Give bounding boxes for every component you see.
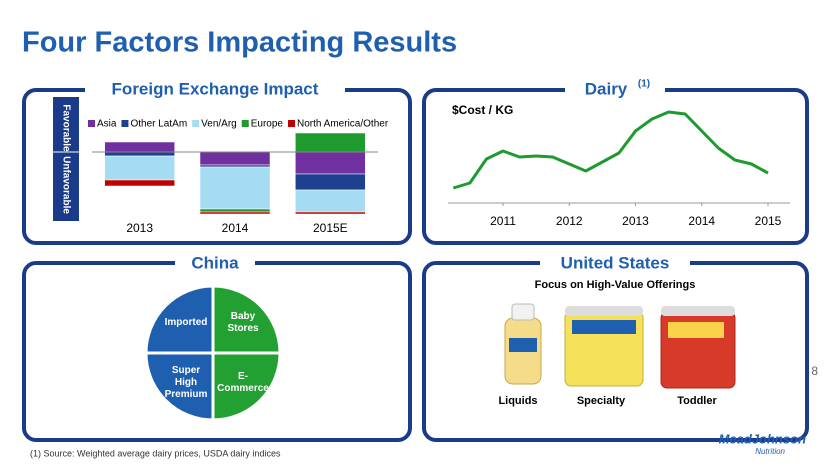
- header-gaps: [85, 84, 690, 269]
- product-label: Toddler: [677, 395, 717, 407]
- logo-sub: Nutrition: [755, 447, 785, 456]
- gap: [85, 84, 345, 96]
- footnote: (1) Source: Weighted average dairy price…: [30, 448, 281, 458]
- panel-superscript: (1): [638, 79, 650, 90]
- page-number: 8: [811, 364, 818, 378]
- can-label: [668, 322, 724, 338]
- legend-label: North America/Other: [297, 119, 389, 130]
- bottle-label: [509, 338, 537, 352]
- panel-title: Dairy: [585, 79, 628, 98]
- gap: [540, 257, 690, 269]
- pie-label: E-Commerce: [217, 371, 269, 394]
- product-images: [504, 303, 736, 389]
- x-tick-label: 2015: [755, 214, 782, 228]
- logo: MeadJohnson: [719, 431, 806, 446]
- legend-swatch: [121, 120, 129, 127]
- can-lid: [565, 306, 643, 316]
- bar-segment: [295, 132, 366, 153]
- pie-quadrant: [211, 351, 282, 422]
- bar-segment: [199, 151, 271, 166]
- bar-segment: [199, 166, 271, 210]
- x-tick-label: 2013: [126, 221, 153, 235]
- x-tick-label: 2011: [490, 214, 516, 228]
- can-label: [572, 320, 636, 334]
- panel-title: China: [191, 253, 239, 272]
- bar-segment: [199, 164, 271, 168]
- legend-label: Europe: [251, 119, 284, 130]
- bar-segment: [295, 173, 366, 191]
- pie-quadrant: [211, 284, 282, 355]
- panel-title: Foreign Exchange Impact: [112, 79, 319, 98]
- slide-title: Four Factors Impacting Results: [22, 27, 457, 59]
- pie-quadrant: [144, 351, 215, 422]
- gap: [175, 257, 255, 269]
- y-axis-label: $Cost / KG: [452, 103, 513, 117]
- dairy-line: [452, 110, 769, 190]
- product-label: Specialty: [577, 395, 626, 407]
- pie-label: Imported: [164, 317, 208, 328]
- bar-segment: [295, 151, 366, 175]
- bottle-cap: [511, 303, 535, 321]
- pie-quadrant: [144, 284, 215, 355]
- legend-label: Ven/Arg: [201, 119, 237, 130]
- x-tick-label: 2014: [688, 214, 715, 228]
- bar-segment: [295, 189, 366, 213]
- us-subtitle: Focus on High-Value Offerings: [535, 279, 696, 291]
- legend-swatch: [88, 120, 95, 127]
- bar-segment: [104, 141, 175, 153]
- bar-segment: [199, 211, 271, 215]
- legend-swatch: [288, 120, 295, 127]
- unfavorable-label: Unfavorable: [60, 156, 71, 214]
- pie-label: Super High Premium: [164, 365, 208, 400]
- can-lid: [661, 306, 735, 316]
- panel-title: United States: [561, 253, 670, 272]
- bar-segment: [199, 208, 271, 213]
- bar-segment: [104, 179, 175, 187]
- china-pie: [144, 284, 282, 422]
- pie-label: Baby Stores: [227, 311, 259, 334]
- x-tick-label: 2012: [556, 214, 583, 228]
- favorability-band: [53, 97, 79, 221]
- bar-segment: [104, 155, 175, 181]
- x-tick-label: 2015E: [313, 221, 348, 235]
- legend-label: Other LatAm: [130, 119, 187, 130]
- legend-swatch: [192, 120, 200, 127]
- bar-segment: [104, 151, 175, 157]
- legend-label: Asia: [97, 119, 117, 130]
- x-tick-label: 2013: [622, 214, 649, 228]
- legend-swatch: [241, 120, 249, 127]
- gap: [565, 84, 665, 96]
- favorable-label: Favorable: [60, 104, 71, 152]
- x-tick-label: 2014: [222, 221, 249, 235]
- bar-segment: [295, 211, 366, 215]
- product-label: Liquids: [498, 395, 537, 407]
